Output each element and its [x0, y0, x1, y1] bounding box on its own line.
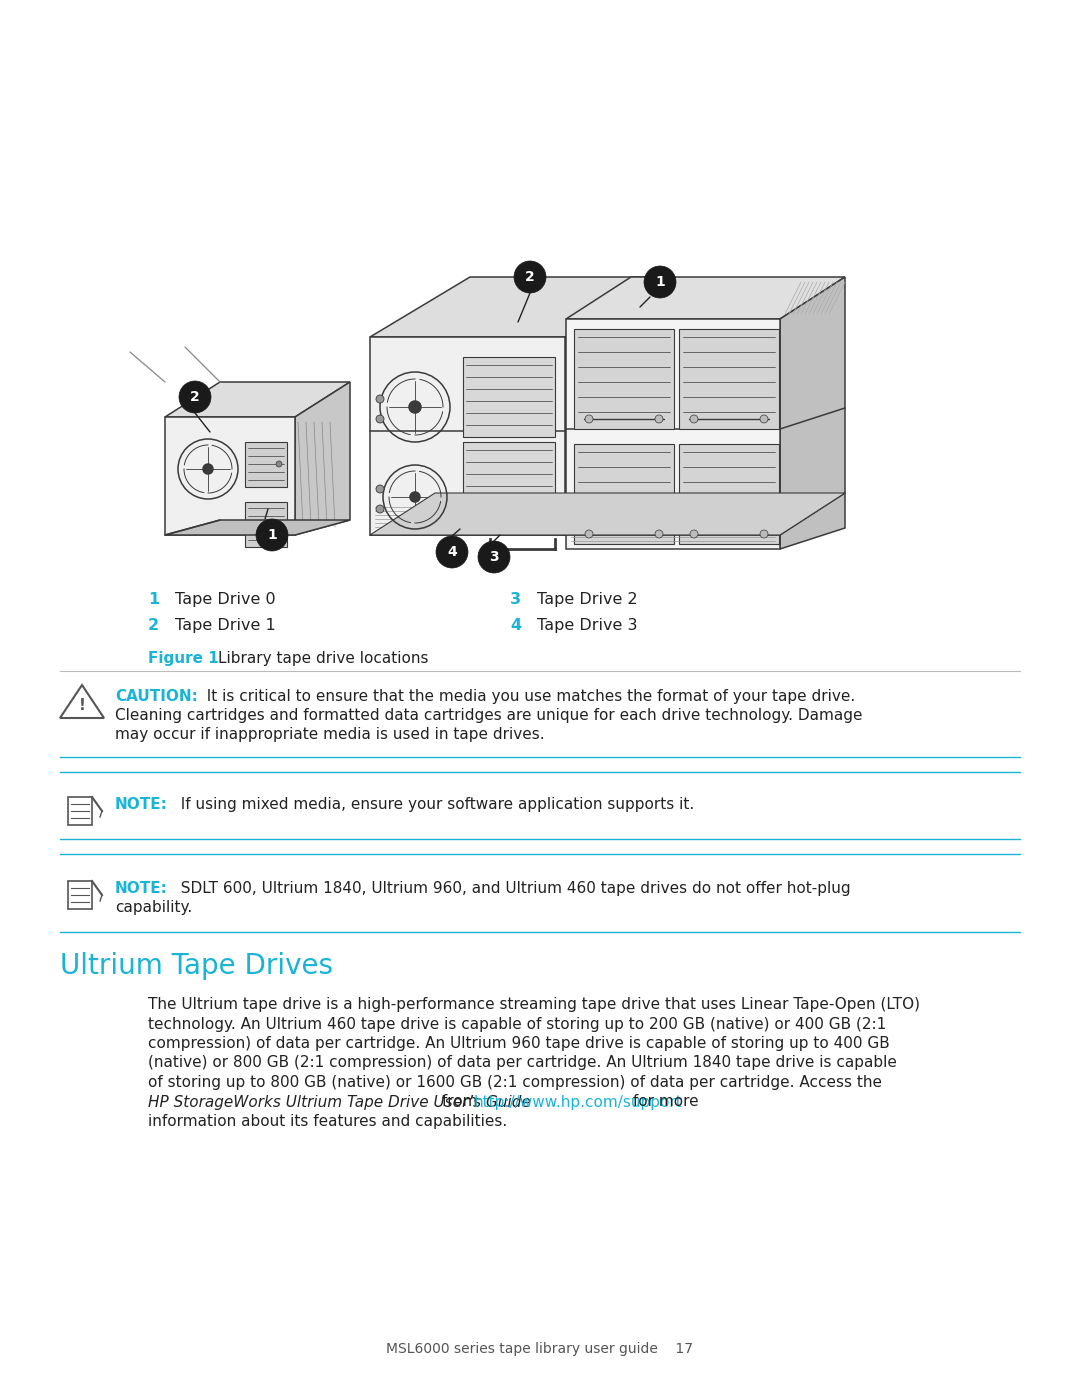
Circle shape: [409, 401, 421, 414]
Polygon shape: [679, 330, 779, 429]
Text: MSL6000 series tape library user guide    17: MSL6000 series tape library user guide 1…: [387, 1343, 693, 1356]
Circle shape: [760, 529, 768, 538]
Circle shape: [690, 415, 698, 423]
Polygon shape: [245, 441, 287, 488]
Text: of storing up to 800 GB (native) or 1600 GB (2:1 compression) of data per cartri: of storing up to 800 GB (native) or 1600…: [148, 1076, 882, 1090]
Polygon shape: [566, 277, 845, 319]
Text: If using mixed media, ensure your software application supports it.: If using mixed media, ensure your softwa…: [171, 798, 694, 812]
Polygon shape: [245, 502, 287, 548]
Polygon shape: [165, 520, 350, 535]
Circle shape: [644, 265, 676, 298]
Circle shape: [203, 464, 213, 474]
Polygon shape: [565, 277, 665, 535]
Text: technology. An Ultrium 460 tape drive is capable of storing up to 200 GB (native: technology. An Ultrium 460 tape drive is…: [148, 1017, 887, 1031]
Text: 4: 4: [510, 617, 522, 633]
Text: Tape Drive 0: Tape Drive 0: [175, 592, 275, 608]
Circle shape: [654, 529, 663, 538]
Circle shape: [514, 261, 546, 293]
Circle shape: [436, 536, 468, 569]
Text: 1: 1: [148, 592, 159, 608]
Text: NOTE:: NOTE:: [114, 798, 167, 812]
Polygon shape: [573, 330, 674, 429]
Circle shape: [179, 381, 211, 414]
Text: The Ultrium tape drive is a high-performance streaming tape drive that uses Line: The Ultrium tape drive is a high-perform…: [148, 997, 920, 1011]
Text: capability.: capability.: [114, 900, 192, 915]
Circle shape: [478, 541, 510, 573]
Polygon shape: [566, 319, 780, 549]
Polygon shape: [295, 381, 350, 535]
Circle shape: [376, 504, 384, 513]
Polygon shape: [370, 277, 665, 337]
Text: Cleaning cartridges and formatted data cartridges are unique for each drive tech: Cleaning cartridges and formatted data c…: [114, 708, 863, 724]
Text: Ultrium Tape Drives: Ultrium Tape Drives: [60, 951, 333, 981]
Text: 4: 4: [447, 545, 457, 559]
Text: SDLT 600, Ultrium 1840, Ultrium 960, and Ultrium 460 tape drives do not offer ho: SDLT 600, Ultrium 1840, Ultrium 960, and…: [171, 882, 851, 895]
Polygon shape: [165, 381, 350, 416]
Text: may occur if inappropriate media is used in tape drives.: may occur if inappropriate media is used…: [114, 726, 544, 742]
Polygon shape: [679, 444, 779, 543]
Polygon shape: [780, 277, 845, 549]
Text: CAUTION:: CAUTION:: [114, 689, 198, 704]
Text: HP StorageWorks Ultrium Tape Drive User’s Guide: HP StorageWorks Ultrium Tape Drive User’…: [148, 1094, 530, 1109]
Text: for more: for more: [627, 1094, 699, 1109]
Circle shape: [256, 520, 288, 550]
Text: from: from: [437, 1094, 483, 1109]
Circle shape: [376, 415, 384, 423]
Circle shape: [376, 395, 384, 402]
Circle shape: [690, 529, 698, 538]
Circle shape: [276, 521, 282, 527]
Text: Tape Drive 2: Tape Drive 2: [537, 592, 637, 608]
Text: Figure 1: Figure 1: [148, 651, 219, 666]
Circle shape: [654, 415, 663, 423]
Circle shape: [410, 492, 420, 502]
Circle shape: [760, 415, 768, 423]
Text: 1: 1: [656, 275, 665, 289]
Polygon shape: [165, 416, 295, 535]
Circle shape: [585, 529, 593, 538]
Circle shape: [585, 415, 593, 423]
Text: http://www.hp.com/support: http://www.hp.com/support: [474, 1094, 683, 1109]
Text: NOTE:: NOTE:: [114, 882, 167, 895]
Text: !: !: [79, 697, 85, 712]
Text: 3: 3: [510, 592, 522, 608]
Polygon shape: [463, 358, 555, 437]
Polygon shape: [370, 493, 845, 535]
Text: It is critical to ensure that the media you use matches the format of your tape : It is critical to ensure that the media …: [197, 689, 855, 704]
Text: 3: 3: [489, 550, 499, 564]
Polygon shape: [573, 444, 674, 543]
Text: 2: 2: [148, 617, 159, 633]
Text: 2: 2: [525, 270, 535, 284]
Polygon shape: [463, 441, 555, 522]
Text: Library tape drive locations: Library tape drive locations: [218, 651, 429, 666]
Text: (native) or 800 GB (2:1 compression) of data per cartridge. An Ultrium 1840 tape: (native) or 800 GB (2:1 compression) of …: [148, 1056, 896, 1070]
Circle shape: [276, 461, 282, 467]
Text: 1: 1: [267, 528, 276, 542]
Text: 2: 2: [190, 390, 200, 404]
Circle shape: [376, 485, 384, 493]
Text: compression) of data per cartridge. An Ultrium 960 tape drive is capable of stor: compression) of data per cartridge. An U…: [148, 1037, 890, 1051]
Text: Tape Drive 3: Tape Drive 3: [537, 617, 637, 633]
Text: information about its features and capabilities.: information about its features and capab…: [148, 1113, 508, 1129]
Text: Tape Drive 1: Tape Drive 1: [175, 617, 275, 633]
Polygon shape: [370, 337, 565, 535]
